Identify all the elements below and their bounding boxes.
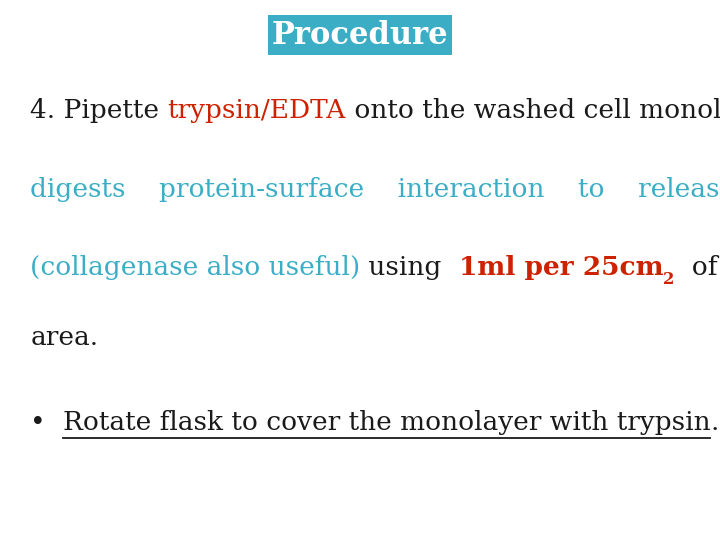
- Text: .: .: [710, 410, 719, 435]
- Text: area.: area.: [30, 325, 99, 350]
- Text: using: using: [361, 255, 459, 280]
- Text: 4. Pipette: 4. Pipette: [30, 98, 168, 123]
- Text: trypsin/EDTA: trypsin/EDTA: [168, 98, 346, 123]
- Text: onto the washed cell monolayer for: onto the washed cell monolayer for: [346, 98, 720, 123]
- Text: Rotate flask to cover the monolayer with trypsin: Rotate flask to cover the monolayer with…: [63, 410, 710, 435]
- Text: •: •: [30, 410, 63, 435]
- Text: digests    protein-surface    interaction    to    release    cells: digests protein-surface interaction to r…: [30, 177, 720, 201]
- Text: (collagenase also useful): (collagenase also useful): [30, 255, 361, 280]
- Text: 2: 2: [663, 271, 675, 288]
- Text: Procedure: Procedure: [271, 19, 449, 51]
- Text: 1ml per 25cm: 1ml per 25cm: [459, 255, 663, 280]
- Text: of surface: of surface: [675, 255, 720, 280]
